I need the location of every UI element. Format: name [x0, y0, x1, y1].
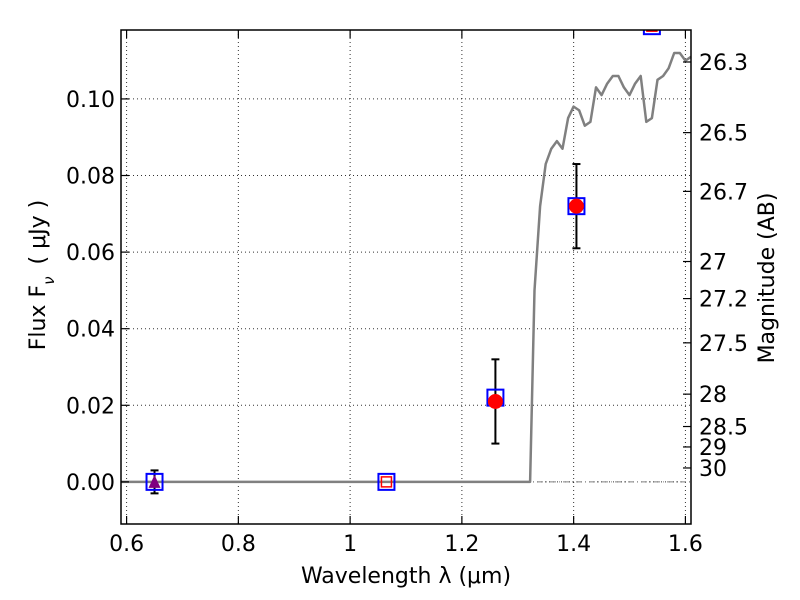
- clipped-marks: [145, 30, 661, 495]
- data-marks: [145, 30, 661, 495]
- x-tick-label: 1.4: [556, 532, 591, 557]
- model-spectrum-line: [121, 51, 692, 484]
- y-tick-label: 0.04: [66, 318, 115, 343]
- grid: [121, 30, 691, 524]
- right-y-tick-label: 30: [699, 457, 727, 482]
- right-y-tick-label: 27.5: [699, 332, 748, 357]
- model-square-marker: [567, 197, 586, 216]
- y-axis-ticks: 0.00 0.02 0.04 0.06 0.08 0.10: [66, 88, 129, 496]
- observed-point: [568, 198, 584, 214]
- y-tick-label: 0.10: [66, 88, 115, 113]
- y-tick-label: 0.02: [66, 394, 115, 419]
- y-axis-label-unit: ( μJy ): [26, 200, 51, 265]
- x-tick-label: 1.6: [668, 532, 703, 557]
- y-tick-label: 0.06: [66, 241, 115, 266]
- right-y-tick-label: 26.5: [699, 122, 748, 147]
- y-axis-label: Flux Fν ( μJy ): [26, 200, 58, 350]
- nondetection-square-marker: [380, 476, 393, 488]
- right-y-tick-label: 27.2: [699, 288, 748, 313]
- model-square-marker: [642, 30, 661, 36]
- right-y-tick-label: 29: [699, 436, 727, 461]
- x-tick-label: 1: [343, 532, 357, 557]
- y-axis-label-subscript: ν: [40, 276, 58, 284]
- plot-frame: [120, 29, 692, 525]
- x-axis-label: Wavelength λ (μm): [301, 564, 511, 589]
- x-tick-label: 0.6: [109, 532, 144, 557]
- right-y-axis-label: Magnitude (AB): [755, 193, 780, 364]
- right-y-tick-label: 26.3: [699, 51, 748, 76]
- x-axis-ticks: 0.6 0.8 1 1.2 1.4 1.6: [109, 30, 703, 557]
- right-y-tick-label: 26.7: [699, 180, 748, 205]
- x-tick-label: 0.8: [221, 532, 256, 557]
- model-square-marker: [377, 472, 396, 491]
- y-tick-label: 0.08: [66, 165, 115, 190]
- right-y-tick-label: 27: [699, 251, 727, 276]
- y-tick-label: 0.00: [66, 471, 115, 496]
- observed-point: [487, 393, 503, 409]
- model-square-marker: [145, 472, 164, 491]
- right-y-tick-label: 28: [699, 383, 727, 408]
- upper-limit-marker: [148, 474, 161, 488]
- right-y-tick-label: 28.5: [699, 416, 748, 441]
- y-axis-label-main: Flux F: [26, 285, 51, 350]
- nondetection-square-marker: [646, 30, 658, 32]
- x-tick-label: 1.2: [444, 532, 479, 557]
